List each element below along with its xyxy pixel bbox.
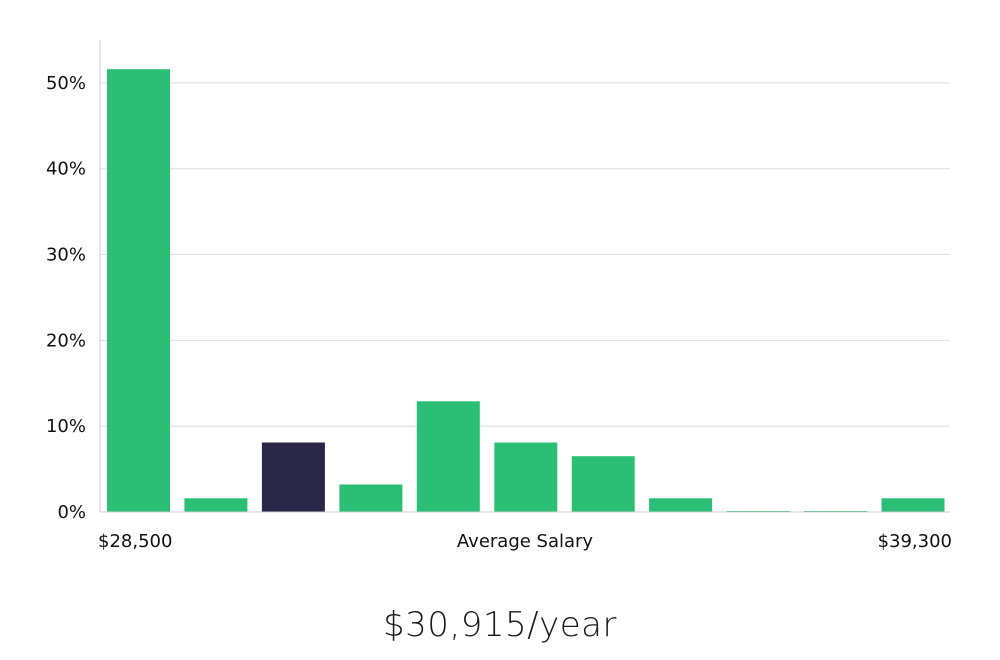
- grid-lines: [100, 82, 950, 427]
- salary-histogram: 0% 10% 20% 30% 40% 50% $28,500 Average Salary…: [46, 40, 952, 552]
- y-tick-label: 30%: [46, 245, 86, 266]
- x-min-label: $28,500: [98, 531, 172, 552]
- y-tick-label: 50%: [46, 73, 86, 94]
- bar: [494, 442, 558, 512]
- y-tick-label: 0%: [57, 502, 86, 523]
- y-tick-label: 40%: [46, 159, 86, 180]
- bar: [649, 498, 713, 512]
- bar-highlighted: [261, 442, 325, 512]
- bar: [571, 456, 635, 512]
- bar: [881, 498, 945, 512]
- bar: [339, 484, 403, 512]
- x-axis-title: Average Salary: [457, 531, 594, 552]
- y-tick-label: 20%: [46, 330, 86, 351]
- y-tick-label: 10%: [46, 416, 86, 437]
- x-max-label: $39,300: [878, 531, 952, 552]
- bar: [184, 498, 248, 512]
- bar: [107, 69, 170, 512]
- average-salary-value: $30,915/year: [383, 605, 617, 645]
- bar: [416, 401, 480, 512]
- y-tick-labels: 0% 10% 20% 30% 40% 50%: [46, 73, 86, 523]
- bars: [107, 69, 945, 512]
